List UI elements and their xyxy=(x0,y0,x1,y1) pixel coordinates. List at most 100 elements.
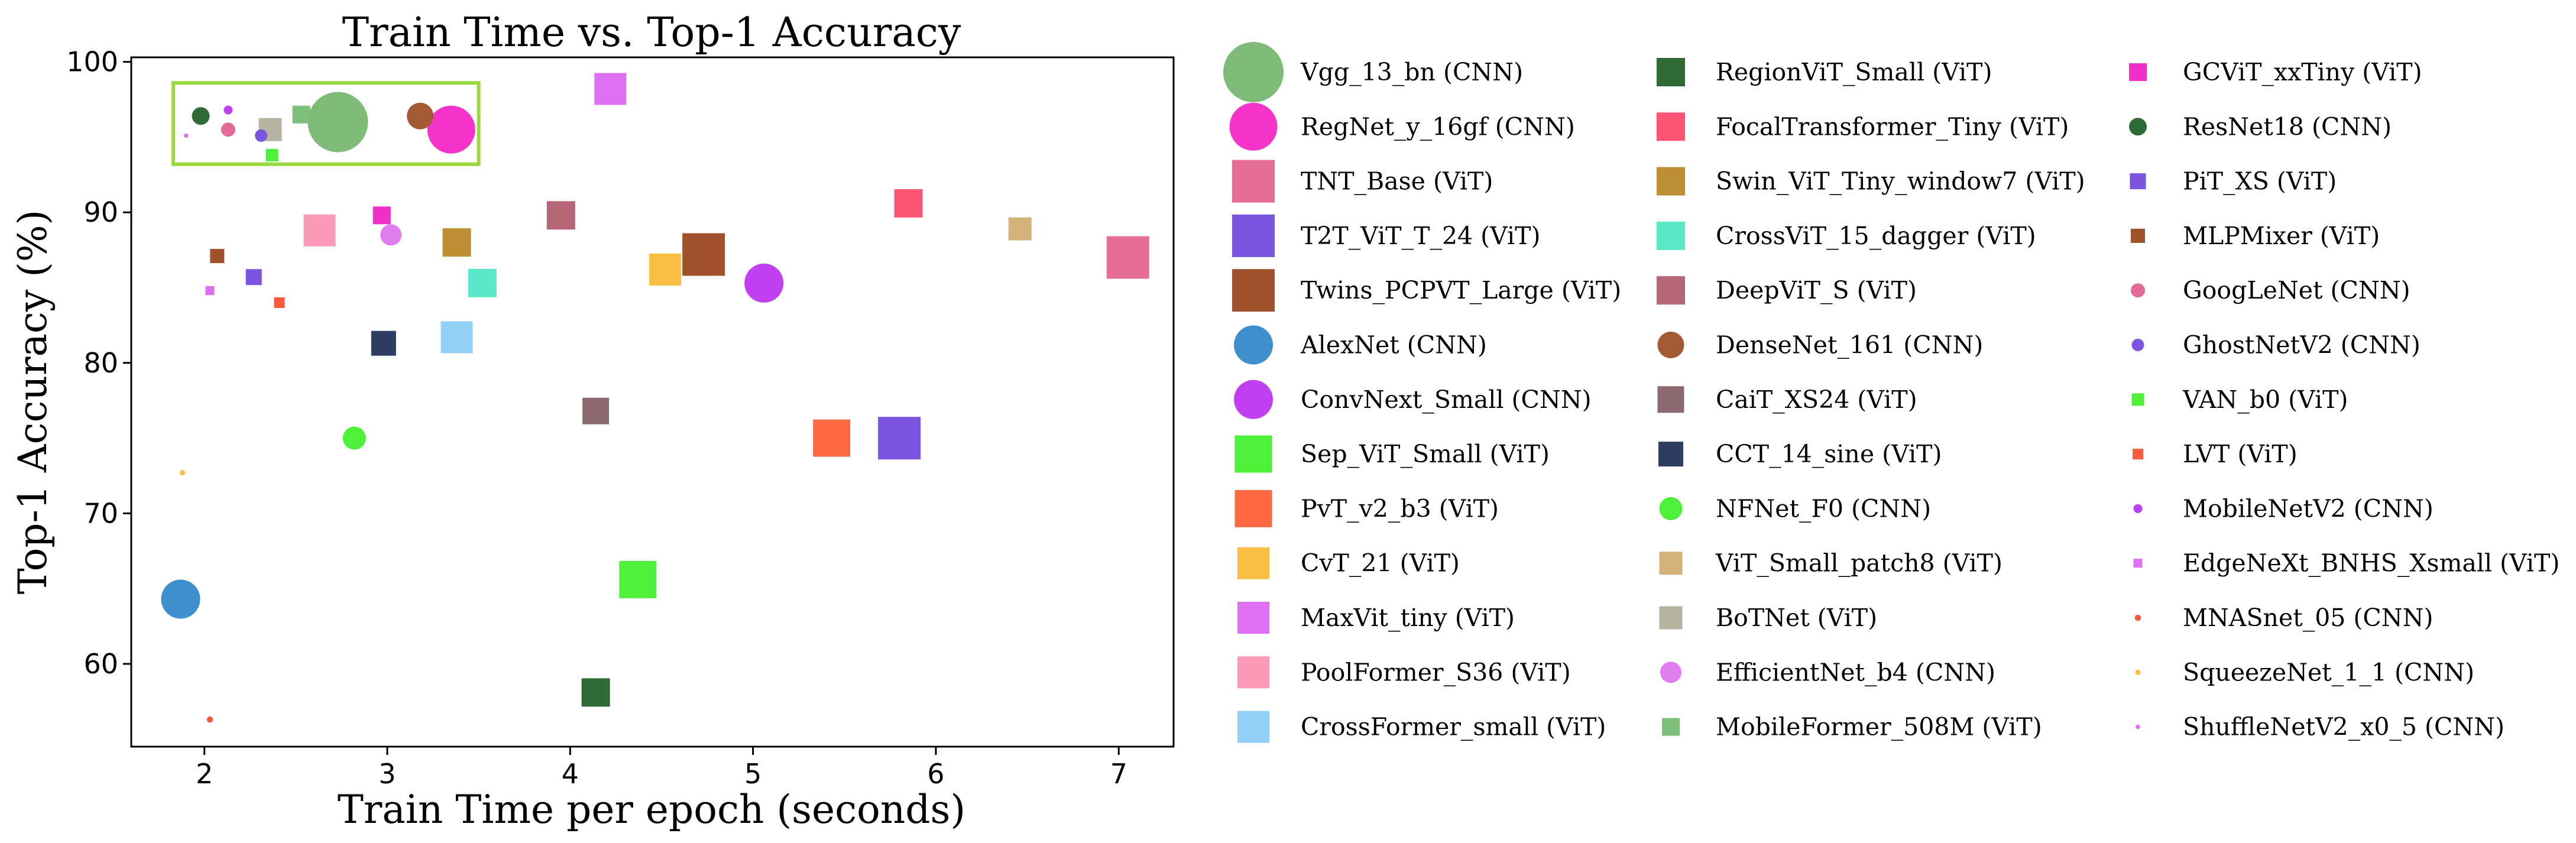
legend-label: VAN_b0 (ViT) xyxy=(2182,385,2348,414)
legend-marker-nfnet-f0-cnn xyxy=(1659,497,1683,520)
legend-marker-van-b0-vit xyxy=(2131,393,2144,406)
legend-marker-densenet-161-cnn xyxy=(1657,332,1684,358)
legend-label: EfficientNet_b4 (CNN) xyxy=(1716,658,1995,686)
point-poolformer-s36-vit xyxy=(303,214,336,247)
x-tick-label: 4 xyxy=(562,758,579,790)
point-squeezenet-1-1-cnn xyxy=(180,470,186,476)
legend-marker-regionvit-small-vit xyxy=(1657,58,1685,86)
legend-label: GoogLeNet (CNN) xyxy=(2183,276,2410,304)
legend-label: MobileNetV2 (CNN) xyxy=(2183,494,2434,523)
legend-label: RegionViT_Small (ViT) xyxy=(1716,58,1992,86)
legend-label: PoolFormer_S36 (ViT) xyxy=(1301,658,1571,686)
legend-marker-focaltransformer-tiny-vit xyxy=(1657,112,1685,141)
legend-marker-t2t-vit-t-24-vit xyxy=(1232,214,1275,257)
legend-marker-cvt-21-vit xyxy=(1237,547,1269,579)
legend-label: ConvNext_Small (CNN) xyxy=(1301,385,1592,414)
point-densenet-161-cnn xyxy=(407,102,434,129)
point-cct-14-sine-vit xyxy=(371,330,396,356)
legend-marker-vit-small-patch8-vit xyxy=(1659,552,1683,575)
legend-label: T2T_ViT_T_24 (ViT) xyxy=(1301,222,1541,250)
legend-marker-gcvit-xxtiny-vit xyxy=(2129,63,2147,81)
y-tick-label: 70 xyxy=(83,497,118,529)
legend-label: Swin_ViT_Tiny_window7 (ViT) xyxy=(1716,167,2085,196)
legend-label: DenseNet_161 (CNN) xyxy=(1716,331,1983,359)
legend-marker-resnet18-cnn xyxy=(2129,118,2147,136)
legend-label: MaxVit_tiny (ViT) xyxy=(1301,604,1515,632)
legend-label: CrossFormer_small (ViT) xyxy=(1301,713,1606,741)
point-efficientnet-b4-cnn xyxy=(380,224,402,246)
legend-marker-mobilenetv2-cnn xyxy=(2133,504,2143,513)
x-tick-label: 3 xyxy=(378,758,396,790)
y-axis-label: Top-1 Accuracy (%) xyxy=(10,210,56,595)
legend-marker-efficientnet-b4-cnn xyxy=(1660,662,1681,683)
point-edgenext-bnhs-xsmall-vit xyxy=(205,286,215,296)
point-mlpmixer-vit xyxy=(210,249,225,264)
point-deepvit-s-vit xyxy=(546,201,575,230)
legend-marker-cait-xs24-vit xyxy=(1657,386,1684,413)
legend-marker-mlpmixer-vit xyxy=(2131,228,2145,243)
legend-label: MLPMixer (ViT) xyxy=(2183,222,2380,250)
legend-marker-tnt-base-vit xyxy=(1232,160,1275,203)
point-regnet-y-16gf-cnn xyxy=(427,105,475,154)
point-shufflenetv2-x0-5-cnn xyxy=(184,133,189,138)
legend-label: CaiT_XS24 (ViT) xyxy=(1716,385,1917,414)
legend-label: CCT_14_sine (ViT) xyxy=(1716,440,1942,468)
point-swin-vit-tiny-window7-vit xyxy=(442,228,471,257)
legend-marker-ghostnetv2-cnn xyxy=(2131,339,2144,351)
legend-marker-sep-vit-small-vit xyxy=(1234,435,1272,473)
point-pvt-v2-b3-vit xyxy=(813,419,851,457)
legend-marker-poolformer-s36-vit xyxy=(1237,656,1269,689)
legend-label: PvT_v2_b3 (ViT) xyxy=(1301,494,1499,523)
legend-label: GCViT_xxTiny (ViT) xyxy=(2183,58,2422,86)
legend-marker-squeezenet-1-1-cnn xyxy=(2135,669,2141,675)
legend-marker-deepvit-s-vit xyxy=(1657,276,1685,305)
plot-area xyxy=(161,73,1149,723)
legend-label: AlexNet (CNN) xyxy=(1300,331,1487,359)
legend-marker-googlenet-cnn xyxy=(2131,283,2145,298)
point-crossvit-15-dagger-vit xyxy=(468,268,497,297)
highlight-box xyxy=(171,81,481,166)
point-vgg-13-bn-cnn xyxy=(307,92,368,153)
legend-label: DeepViT_S (ViT) xyxy=(1716,276,1917,304)
legend-marker-pit-xs-vit xyxy=(2130,173,2146,190)
point-focaltransformer-tiny-vit xyxy=(894,189,923,218)
legend-label: MNASnet_05 (CNN) xyxy=(2183,604,2434,632)
y-tick-label: 90 xyxy=(83,196,118,228)
point-cait-xs24-vit xyxy=(582,397,610,424)
legend-marker-convnext-small-cnn xyxy=(1234,380,1273,419)
legend-marker-vgg-13-bn-cnn xyxy=(1223,42,1284,102)
point-gcvit-xxtiny-vit xyxy=(372,206,391,225)
legend-marker-edgenext-bnhs-xsmall-vit xyxy=(2133,559,2143,568)
legend-label: SqueezeNet_1_1 (CNN) xyxy=(2183,658,2474,686)
legend-label: LVT (ViT) xyxy=(2183,440,2298,468)
legend-label: RegNet_y_16gf (CNN) xyxy=(1301,112,1575,141)
x-tick-label: 5 xyxy=(744,758,762,790)
point-twins-pcpvt-large-vit xyxy=(682,233,725,276)
point-cvt-21-vit xyxy=(649,253,682,286)
legend: Vgg_13_bn (CNN) RegNet_y_16gf (CNN) TNT_Ba… xyxy=(1223,42,2559,743)
y-tick-label: 80 xyxy=(83,347,118,379)
legend-label: Sep_ViT_Small (ViT) xyxy=(1301,440,1550,468)
legend-marker-twins-pcpvt-large-vit xyxy=(1232,269,1275,312)
point-sep-vit-small-vit xyxy=(619,560,657,598)
y-tick-label: 100 xyxy=(66,46,118,78)
x-axis-label: Train Time per epoch (seconds) xyxy=(338,787,965,832)
legend-label: PiT_XS (ViT) xyxy=(2183,167,2337,196)
point-van-b0-vit xyxy=(265,148,278,161)
point-tnt-base-vit xyxy=(1106,236,1149,279)
x-tick-label: 6 xyxy=(927,758,944,790)
legend-marker-botnet-vit xyxy=(1659,606,1683,630)
y-tick-label: 60 xyxy=(83,648,118,680)
legend-label: BoTNet (ViT) xyxy=(1716,604,1877,632)
legend-marker-shufflenetv2-x0-5-cnn xyxy=(2136,724,2140,729)
plot-frame xyxy=(130,56,1175,748)
point-t2t-vit-t-24-vit xyxy=(878,417,921,460)
x-tick-label: 2 xyxy=(196,758,213,790)
point-lvt-vit xyxy=(274,297,285,308)
x-tick-label: 7 xyxy=(1110,758,1127,790)
legend-label: EdgeNeXt_BNHS_Xsmall (ViT) xyxy=(2183,549,2559,578)
point-pit-xs-vit xyxy=(245,269,262,286)
legend-label: TNT_Base (ViT) xyxy=(1301,167,1493,196)
legend-marker-swin-vit-tiny-window7-vit xyxy=(1657,167,1685,196)
legend-marker-cct-14-sine-vit xyxy=(1658,442,1683,467)
